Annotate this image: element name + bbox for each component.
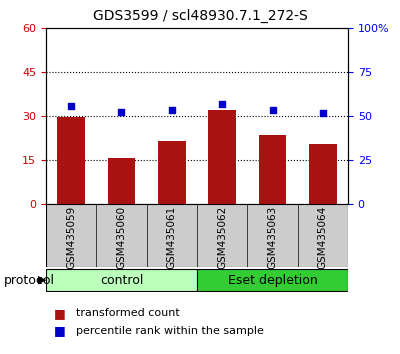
Point [169,107,175,113]
Bar [197,269,348,291]
Text: GSM435061: GSM435061 [167,205,177,269]
Bar [158,141,186,204]
Bar [309,144,337,204]
Text: ▶: ▶ [38,275,46,285]
Point [118,110,125,115]
Point [219,101,225,107]
Bar [208,110,236,204]
Text: ■: ■ [54,325,66,337]
Bar [259,135,286,204]
Bar [108,158,135,204]
Text: transformed count: transformed count [76,308,180,318]
Text: Eset depletion: Eset depletion [228,274,317,286]
Text: control: control [100,274,143,286]
Bar [46,269,197,291]
Text: GSM435060: GSM435060 [116,205,126,269]
Text: GSM435062: GSM435062 [217,205,227,269]
Text: GSM435063: GSM435063 [268,205,278,269]
Point [269,107,276,113]
Text: percentile rank within the sample: percentile rank within the sample [76,326,264,336]
Text: ■: ■ [54,307,66,320]
Text: GSM435059: GSM435059 [66,205,76,269]
Point [68,103,74,109]
Text: protocol: protocol [4,274,55,286]
Text: GSM435064: GSM435064 [318,205,328,269]
Text: GDS3599 / scl48930.7.1_272-S: GDS3599 / scl48930.7.1_272-S [93,9,307,23]
Point [320,110,326,116]
Bar [57,118,85,204]
